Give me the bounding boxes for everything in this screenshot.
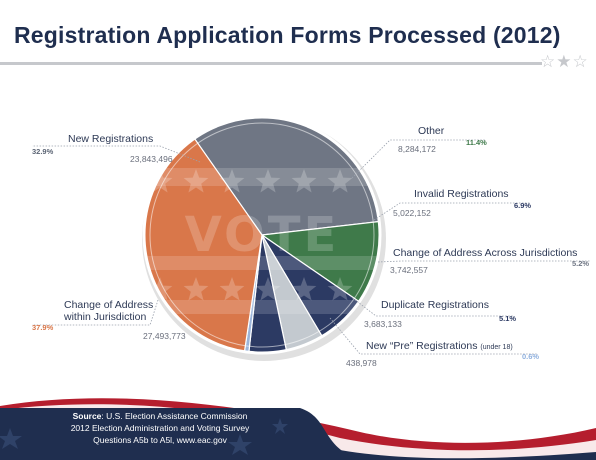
leader-line-invalid-registrations bbox=[373, 202, 530, 221]
value-change-address-within: 27,493,773 bbox=[143, 331, 186, 341]
vote-overlay: VOTE bbox=[144, 168, 380, 314]
pct-change-address-across: 5.2% bbox=[572, 259, 590, 268]
pct-invalid-registrations: 6.9% bbox=[514, 201, 532, 210]
pct-pre-registrations: 0.6% bbox=[522, 352, 540, 361]
source-note: Source: U.S. Election Assistance Commiss… bbox=[50, 410, 270, 446]
leader-line-new-pre-registrations bbox=[329, 317, 538, 355]
leader-line-other bbox=[351, 139, 486, 179]
vote-word: VOTE bbox=[185, 207, 340, 263]
pct-other: 11.4% bbox=[466, 138, 487, 147]
label-duplicate-registrations: Duplicate Registrations bbox=[381, 299, 489, 311]
pct-change-address-within: 37.9% bbox=[32, 323, 54, 332]
label-other: Other bbox=[418, 125, 445, 137]
pct-duplicate-registrations: 5.1% bbox=[499, 314, 517, 323]
source-line2: 2012 Election Administration and Voting … bbox=[70, 423, 250, 433]
source-label: Source bbox=[72, 411, 102, 421]
title-stars: ☆★☆ bbox=[540, 52, 589, 71]
pie-rim bbox=[142, 115, 382, 355]
footer-banner bbox=[0, 398, 596, 460]
chart-title: Registration Application Forms Processed… bbox=[14, 22, 561, 48]
source-line1: : U.S. Election Assistance Commission bbox=[101, 411, 248, 421]
label-pre-registrations-text: New “Pre” Registrations bbox=[366, 340, 478, 352]
leader-line-change-of-address-across-jurisdictions bbox=[377, 260, 590, 263]
value-new-registrations: 23,843,496 bbox=[130, 154, 173, 164]
value-other: 8,284,172 bbox=[398, 144, 436, 154]
value-change-address-across: 3,742,557 bbox=[390, 265, 428, 275]
label-pre-registrations-note: (under 18) bbox=[480, 344, 513, 351]
label-change-address-within-line2: within Jurisdiction bbox=[64, 311, 147, 323]
source-line3: Questions A5b to A5l, www.eac.gov bbox=[93, 435, 227, 445]
leader-line-new-registrations bbox=[32, 145, 201, 163]
pie-inner-rim bbox=[149, 122, 375, 348]
label-new-registrations: New Registrations bbox=[68, 133, 154, 145]
label-invalid-registrations: Invalid Registrations bbox=[414, 188, 509, 200]
value-duplicate-registrations: 3,683,133 bbox=[364, 319, 402, 329]
value-pre-registrations: 438,978 bbox=[346, 358, 377, 368]
title-divider bbox=[0, 62, 542, 65]
pct-new-registrations: 32.9% bbox=[32, 147, 54, 156]
label-change-address-across: Change of Address Across Jurisdictions bbox=[393, 247, 578, 259]
value-invalid-registrations: 5,022,152 bbox=[393, 208, 431, 218]
label-change-address-within-line1: Change of Address bbox=[64, 299, 154, 311]
label-pre-registrations: New “Pre” Registrations (under 18) bbox=[366, 340, 513, 354]
